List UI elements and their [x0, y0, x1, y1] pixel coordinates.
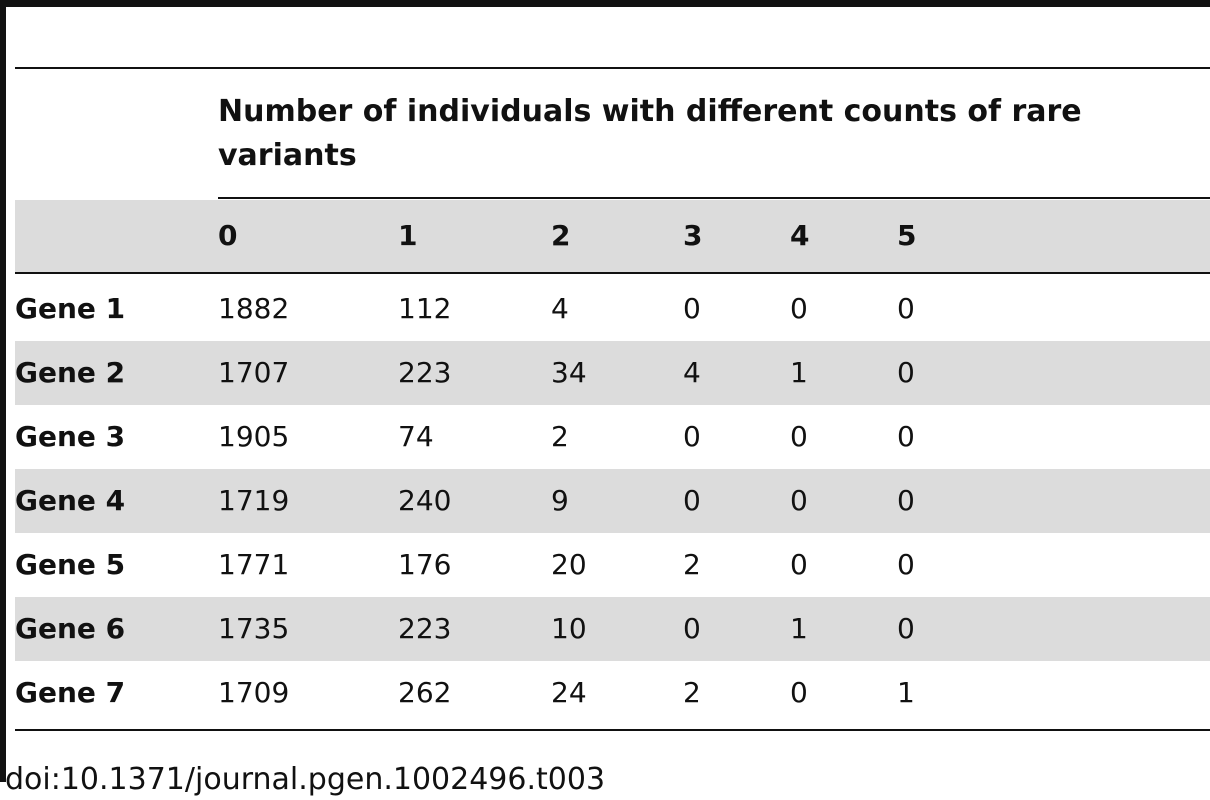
cell-value: 0	[897, 484, 915, 517]
cell-value: 20	[551, 548, 587, 581]
rule	[218, 197, 1210, 199]
cell-value: 176	[398, 548, 452, 581]
row-band	[15, 597, 1210, 661]
cell-value: 1709	[218, 676, 290, 709]
cell-value: 0	[897, 292, 915, 325]
cell-value: 9	[551, 484, 569, 517]
cell-value: 1707	[218, 356, 290, 389]
rule	[15, 729, 1210, 731]
cell-value: 74	[398, 420, 434, 453]
left-bar	[0, 0, 6, 782]
row-label: Gene 7	[15, 676, 126, 709]
rule	[15, 272, 1210, 274]
cell-value: 0	[683, 484, 701, 517]
cell-value: 0	[683, 612, 701, 645]
row-band	[15, 341, 1210, 405]
cell-value: 223	[398, 612, 452, 645]
cell-value: 1882	[218, 292, 290, 325]
cell-value: 4	[551, 292, 569, 325]
column-header: 5	[897, 219, 917, 252]
cell-value: 240	[398, 484, 452, 517]
cell-value: 223	[398, 356, 452, 389]
cell-value: 0	[897, 548, 915, 581]
cell-value: 1	[790, 612, 808, 645]
cell-value: 10	[551, 612, 587, 645]
cell-value: 4	[683, 356, 701, 389]
cell-value: 2	[683, 548, 701, 581]
cell-value: 24	[551, 676, 587, 709]
row-label: Gene 2	[15, 356, 126, 389]
row-label: Gene 3	[15, 420, 126, 453]
row-label: Gene 4	[15, 484, 126, 517]
cell-value: 1	[897, 676, 915, 709]
cell-value: 0	[683, 420, 701, 453]
cell-value: 2	[683, 676, 701, 709]
top-rule	[0, 0, 1210, 7]
column-header: 3	[683, 219, 703, 252]
cell-value: 0	[790, 676, 808, 709]
cell-value: 1735	[218, 612, 290, 645]
table-title: Number of individuals with different cou…	[218, 94, 1082, 173]
cell-value: 34	[551, 356, 587, 389]
header-band	[15, 200, 1210, 272]
cell-value: 0	[790, 484, 808, 517]
cell-value: 262	[398, 676, 452, 709]
footer: doi:10.1371/journal.pgen.1002496.t003	[5, 762, 606, 797]
column-header: 1	[398, 219, 418, 252]
cell-value: 1	[790, 356, 808, 389]
cell-value: 2	[551, 420, 569, 453]
cell-value: 1905	[218, 420, 290, 453]
cell-value: 0	[897, 356, 915, 389]
row-label: Gene 5	[15, 548, 126, 581]
cell-value: 0	[897, 612, 915, 645]
cell-value: 1719	[218, 484, 290, 517]
cell-value: 1771	[218, 548, 290, 581]
row-label: Gene 6	[15, 612, 126, 645]
rule	[15, 67, 1210, 69]
row-band	[15, 469, 1210, 533]
cell-value: 112	[398, 292, 452, 325]
cell-value: 0	[683, 292, 701, 325]
cell-value: 0	[790, 548, 808, 581]
column-header: 2	[551, 219, 571, 252]
cell-value: 0	[790, 292, 808, 325]
cell-value: 0	[897, 420, 915, 453]
cell-value: 0	[790, 420, 808, 453]
row-label: Gene 1	[15, 292, 126, 325]
column-header: 0	[218, 219, 238, 252]
column-header: 4	[790, 219, 810, 252]
